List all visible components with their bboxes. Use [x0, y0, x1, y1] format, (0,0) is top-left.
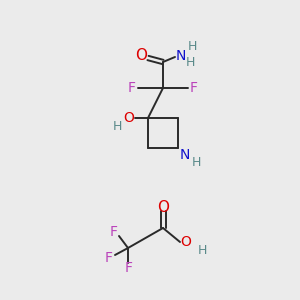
Text: O: O	[157, 200, 169, 214]
Text: F: F	[128, 81, 136, 95]
Text: H: H	[112, 119, 122, 133]
Text: O: O	[181, 235, 191, 249]
Text: H: H	[187, 40, 197, 53]
Text: N: N	[176, 49, 186, 63]
Text: F: F	[105, 251, 113, 265]
Text: O: O	[124, 111, 134, 125]
Text: H: H	[197, 244, 207, 256]
Text: F: F	[125, 261, 133, 275]
Text: F: F	[190, 81, 198, 95]
Text: H: H	[191, 157, 201, 169]
Text: H: H	[185, 56, 195, 68]
Text: N: N	[180, 148, 190, 162]
Text: F: F	[110, 225, 118, 239]
Text: O: O	[135, 47, 147, 62]
